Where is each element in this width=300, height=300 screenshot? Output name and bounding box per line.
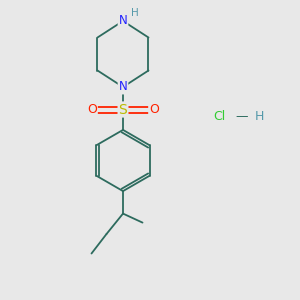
- Text: H: H: [255, 110, 264, 124]
- Text: H: H: [130, 8, 138, 18]
- Text: O: O: [87, 103, 97, 116]
- Text: N: N: [118, 80, 127, 94]
- Text: N: N: [118, 14, 127, 28]
- Text: —: —: [235, 110, 248, 124]
- Text: Cl: Cl: [213, 110, 225, 124]
- Text: O: O: [149, 103, 159, 116]
- Text: S: S: [118, 103, 127, 116]
